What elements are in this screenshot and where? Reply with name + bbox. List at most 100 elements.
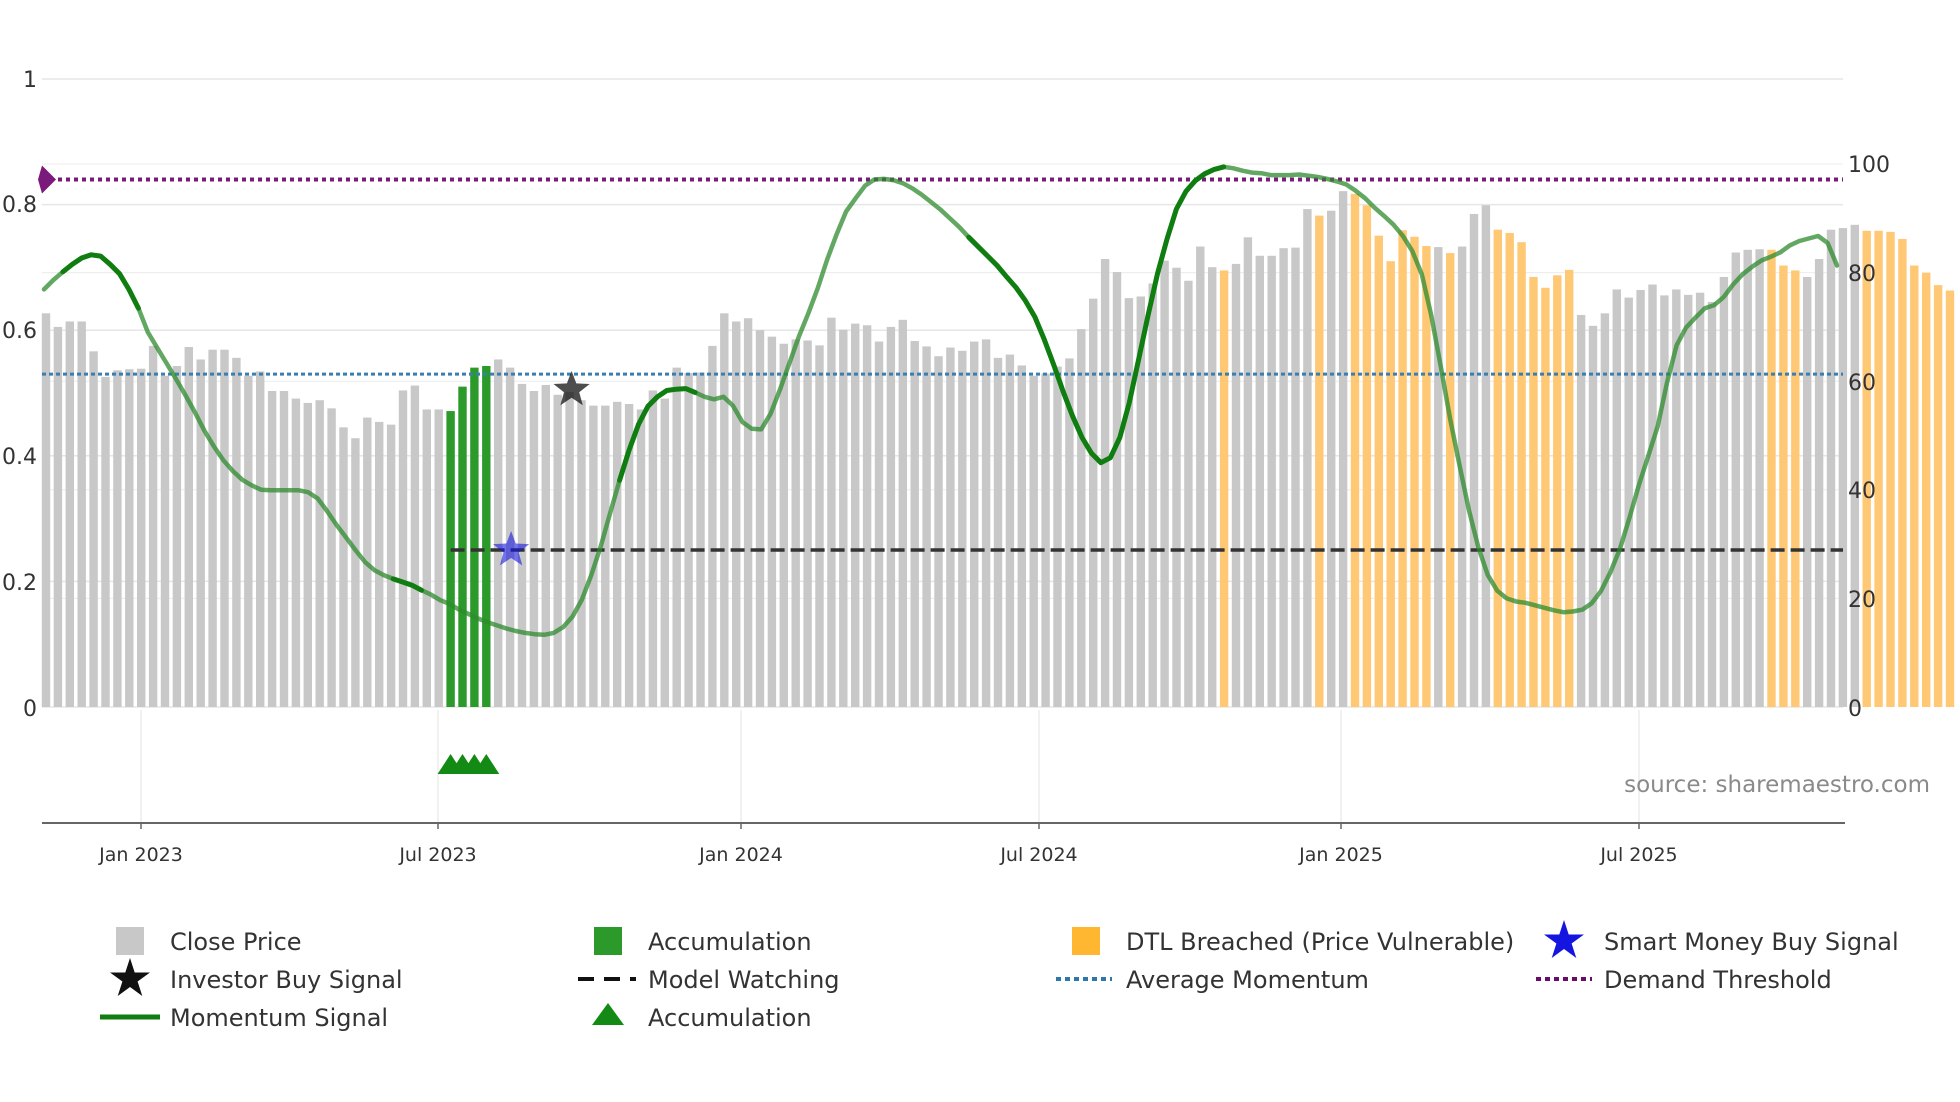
x-tick-label: Jan 2025 (1298, 844, 1383, 866)
close-price-bar (874, 341, 884, 707)
right-tick-label: 20 (1848, 588, 1876, 613)
dtl-breached-bar (1386, 261, 1395, 707)
close-price-bar (1041, 373, 1050, 707)
smart-money-buy-signal-star (493, 531, 530, 566)
close-price-bar (1588, 325, 1598, 707)
close-price-bar (410, 385, 420, 707)
close-price-bar (1814, 259, 1824, 707)
dtl-breached-bar (1374, 235, 1383, 707)
dtl-breached-bar (1493, 229, 1502, 707)
legend-label-accumulation: Accumulation (648, 928, 812, 956)
dtl-breached-bar (1422, 245, 1431, 708)
dtl-breached-bar (1541, 287, 1550, 707)
right-tick-label: 100 (1848, 153, 1890, 178)
close-price-bar (1303, 209, 1312, 707)
legend-label-accumulation-triangle: Accumulation (648, 1004, 812, 1032)
close-price-bar (267, 390, 277, 707)
close-price-bar (1017, 365, 1026, 707)
close-price-bar (708, 345, 717, 707)
close-price-bar (303, 402, 312, 707)
dtl-breached-bar (1553, 275, 1562, 707)
close-price-bar (1660, 295, 1669, 707)
close-price-bar (1481, 205, 1491, 707)
close-price-bar (184, 346, 193, 707)
close-price-bar (1029, 375, 1038, 707)
close-price-bar (732, 321, 741, 707)
accumulation-triangle-marker (473, 754, 500, 774)
close-price-bar (1160, 260, 1169, 707)
close-price-bar (1005, 354, 1015, 707)
close-price-bar (65, 321, 74, 707)
legend-label-model-watching: Model Watching (648, 966, 840, 994)
close-price-bar (398, 390, 408, 707)
close-price-bar (1850, 224, 1859, 708)
close-price-bar (1327, 210, 1336, 707)
close-price-bar (208, 349, 217, 707)
close-price-bar (1731, 252, 1740, 707)
accumulation-bar (482, 365, 491, 707)
close-price-bar (220, 349, 229, 707)
close-price-bar (1065, 358, 1074, 707)
right-tick-label: 0 (1848, 697, 1862, 722)
dtl-breached-bar (1898, 238, 1907, 707)
close-price-bar (351, 438, 360, 707)
close-price-bar (981, 339, 991, 707)
close-price-bar (565, 392, 574, 707)
close-price-bar (494, 359, 503, 707)
close-price-bar (958, 350, 967, 707)
dtl-breached-bar (1933, 285, 1943, 707)
legend-swatch-close-price (116, 927, 144, 955)
close-price-bar (1291, 247, 1300, 707)
close-price-bar (1684, 294, 1693, 707)
close-price-bar (172, 365, 182, 707)
close-price-bar (660, 398, 669, 707)
close-price-bar (41, 313, 51, 707)
close-price-bar (1279, 248, 1288, 708)
close-price-bar (1243, 237, 1253, 707)
close-price-bar (970, 341, 979, 707)
close-price-bar (232, 357, 241, 707)
dtl-breached-bar (1219, 270, 1229, 707)
momentum-signal-line (41, 164, 1840, 638)
close-price-bar (279, 390, 289, 707)
close-price-bar (1612, 289, 1621, 707)
legend-swatch-accumulation (594, 927, 622, 955)
legend: Close Price Accumulation DTL Breached (P… (100, 920, 1899, 1032)
dtl-breached-bar (1862, 230, 1871, 707)
close-price-bar (1672, 289, 1681, 707)
close-price-bar (1124, 298, 1134, 707)
dtl-breached-bar (1945, 290, 1955, 707)
right-tick-label: 60 (1848, 371, 1876, 396)
momentum-signal-strong-segment (60, 252, 141, 311)
legend-swatch-dtl-breached (1072, 927, 1100, 955)
close-price-bar (77, 321, 86, 707)
axes (42, 822, 1845, 829)
close-price-bar (327, 408, 336, 707)
close-price-bar (684, 373, 693, 707)
close-price-bar (1112, 272, 1122, 707)
close-price-bar (541, 385, 550, 707)
accumulation-bar (458, 386, 467, 707)
legend-label-dtl-breached: DTL Breached (Price Vulnerable) (1126, 928, 1514, 956)
close-price-bar (196, 359, 205, 707)
dtl-breached-bar (1922, 272, 1931, 707)
close-price-bar (779, 343, 788, 707)
close-price-bar (743, 318, 753, 707)
close-price-bar (1648, 284, 1657, 707)
close-price-bar (910, 341, 919, 707)
close-price-bar (339, 427, 348, 707)
close-price-bar (1053, 366, 1062, 707)
close-price-bar (89, 351, 98, 707)
x-tick-label: Jul 2024 (999, 844, 1077, 866)
dtl-breached-bar (1874, 230, 1883, 707)
right-axis-ticks: 0 20 40 60 80 100 (1848, 153, 1890, 722)
legend-accumulation-triangle-icon (592, 1003, 624, 1025)
close-price-bar (636, 409, 646, 707)
close-price-bar (839, 329, 848, 707)
close-price-bar (577, 400, 586, 707)
close-price-bar (934, 356, 943, 707)
close-price-bar (125, 369, 134, 707)
investor-buy-signal-star (553, 370, 590, 406)
close-price-bar (767, 336, 777, 707)
